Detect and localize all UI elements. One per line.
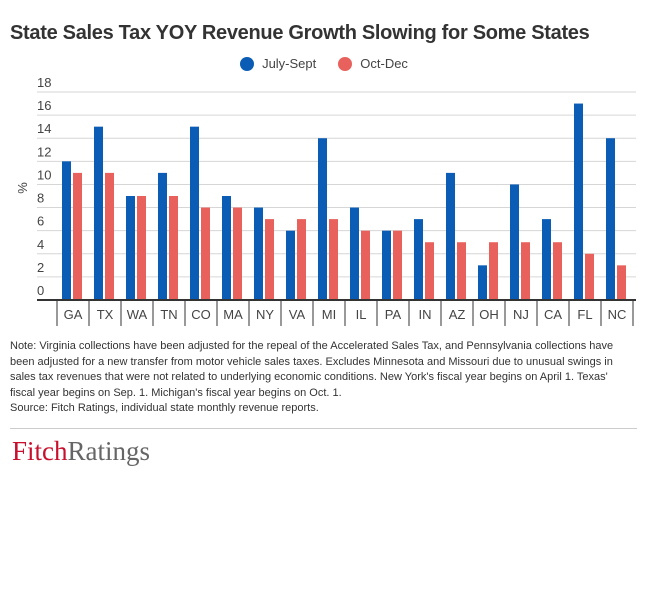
bar-in-oct-dec [425,242,434,300]
bar-wa-oct-dec [137,196,146,300]
bar-oh-july-sept [478,265,487,300]
legend-swatch [338,56,353,71]
bar-az-oct-dec [457,242,466,300]
x-tick-label: WA [127,307,148,322]
bar-co-july-sept [190,126,199,300]
legend: July-Sept Oct-Dec [0,56,648,71]
bar-ca-july-sept [542,219,551,300]
bar-ma-oct-dec [233,207,242,300]
bar-fl-july-sept [574,103,583,300]
bar-nc-oct-dec [617,265,626,300]
bar-az-july-sept [446,172,455,300]
chart-notes: Note: Virginia collections have been adj… [10,339,635,417]
legend-label: July-Sept [262,56,317,71]
bar-nc-july-sept [606,138,615,300]
x-tick-label: IN [419,307,432,322]
source-text: Source: Fitch Ratings, individual state … [10,402,319,414]
y-tick-label: 12 [37,144,51,159]
y-axis-label: % [15,182,30,194]
x-tick-label: FL [577,307,592,322]
legend-item-oct-dec[interactable]: Oct-Dec [338,56,408,71]
x-tick-label: GA [64,307,83,322]
y-tick-label: 14 [37,121,51,136]
y-tick-label: 2 [37,260,44,275]
bar-tn-oct-dec [169,196,178,300]
y-tick-label: 10 [37,167,51,182]
y-tick-label: 6 [37,214,44,229]
x-tick-label: MA [223,307,243,322]
bar-mi-july-sept [318,138,327,300]
bar-oh-oct-dec [489,242,498,300]
y-tick-label: 18 [37,75,51,90]
bar-ny-july-sept [254,207,263,300]
bar-pa-july-sept [382,230,391,300]
y-tick-label: 4 [37,237,44,252]
x-tick-label: IL [356,307,367,322]
legend-label: Oct-Dec [360,56,408,71]
x-tick-label: NY [256,307,274,322]
bar-chart: 0 2 4 6 8 10 12 14 16 18% GA TX WA TN CO MA NY VA MI IL PA IN… [15,75,636,326]
x-tick-label: TN [160,307,177,322]
bar-va-oct-dec [297,219,306,300]
bar-tx-oct-dec [105,172,114,300]
x-tick-label: NC [608,307,627,322]
bar-ma-july-sept [222,196,231,300]
bar-pa-oct-dec [393,230,402,300]
bar-tx-july-sept [94,126,103,300]
note-text: Note: Virginia collections have been adj… [10,340,614,399]
bar-nj-july-sept [510,184,519,300]
x-tick-label: TX [97,307,114,322]
x-tick-label: CO [191,307,211,322]
x-tick-label: NJ [513,307,529,322]
y-tick-label: 0 [37,283,44,298]
x-tick-label: CA [544,307,562,322]
bar-va-july-sept [286,230,295,300]
chart-title: State Sales Tax YOY Revenue Growth Slowi… [10,22,590,44]
bar-fl-oct-dec [585,253,594,300]
x-tick-label: MI [322,307,336,322]
bar-tn-july-sept [158,172,167,300]
fitch-ratings-logo: FitchRatings [12,436,151,466]
x-tick-label: OH [479,307,499,322]
bar-ga-oct-dec [73,172,82,300]
y-tick-label: 16 [37,98,51,113]
x-tick-label: AZ [449,307,466,322]
y-tick-label: 8 [37,191,44,206]
bar-in-july-sept [414,219,423,300]
legend-item-july-sept[interactable]: July-Sept [240,56,316,71]
x-tick-label: VA [289,307,306,322]
bar-mi-oct-dec [329,219,338,300]
bar-nj-oct-dec [521,242,530,300]
bar-ny-oct-dec [265,219,274,300]
bar-ca-oct-dec [553,242,562,300]
bar-wa-july-sept [126,196,135,300]
x-tick-label: PA [385,307,402,322]
bar-il-july-sept [350,207,359,300]
bar-il-oct-dec [361,230,370,300]
legend-swatch [240,56,255,71]
bar-co-oct-dec [201,207,210,300]
bar-ga-july-sept [62,161,71,300]
divider [10,428,637,429]
